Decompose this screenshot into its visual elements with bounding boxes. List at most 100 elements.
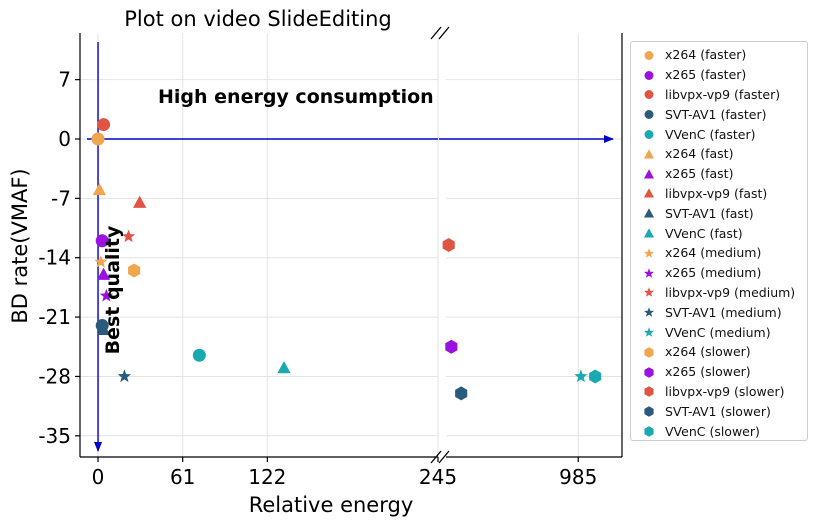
legend-label: VVenC (medium) [665,324,771,340]
legend-label: SVT-AV1 (medium) [665,304,782,320]
legend-item: VVenC (slower) [631,421,807,441]
legend-marker-star-icon [643,327,655,337]
legend-item: x265 (faster) [631,65,807,85]
legend-marker-star-icon [643,287,655,298]
legend-marker-triangle-icon [643,149,655,159]
legend-label: SVT-AV1 (faster) [665,106,767,122]
legend-marker [644,50,654,60]
point-vvenc-fast [277,360,291,374]
legend-item: SVT-AV1 (faster) [631,104,807,124]
legend-marker [643,287,655,298]
x-tick-label: 0 [92,465,105,489]
legend-marker-triangle-icon [643,188,655,198]
annotation-best-quality: Best quality [102,225,124,354]
legend-marker [643,248,655,258]
y-tick-label: -14 [38,246,71,270]
legend-item: x264 (medium) [631,243,807,263]
legend-marker-star-icon [643,307,655,318]
legend-marker-triangle-icon [643,168,655,179]
axis-break-mark [438,26,450,40]
point-libvpx-vp9-fast [133,195,147,208]
axis-break-mark [430,26,442,40]
legend-marker-hexagon-icon [644,366,654,378]
legend-label: libvpx-vp9 (fast) [665,185,768,201]
point-vvenc-medium [574,369,588,383]
legend-label: x264 (fast) [665,146,734,162]
legend-item: libvpx-vp9 (faster) [631,85,807,105]
legend-marker-triangle-icon [643,208,655,218]
y-tick-label: 0 [58,127,71,151]
legend-label: VVenC (fast) [665,225,743,241]
point-vvenc-faster [192,348,206,362]
legend-marker [644,366,654,378]
legend-marker-hexagon-icon [644,386,654,398]
legend-marker [643,228,655,238]
legend-marker [644,130,654,140]
legend-item: SVT-AV1 (slower) [631,401,807,421]
legend-marker-circle-icon [644,90,654,100]
y-tick-label: 7 [58,68,71,92]
legend-label: libvpx-vp9 (faster) [665,86,781,102]
point-x265-medium [99,288,114,302]
legend-marker [644,90,654,100]
legend-item: VVenC (medium) [631,322,807,342]
legend: x264 (faster) x265 (faster) libvpx-vp9 (fa… [630,41,808,441]
legend-marker-circle-icon [644,70,654,80]
legend-marker [644,110,654,120]
legend-item: x265 (slower) [631,362,807,382]
axis-ticks: 7 0 -7 -14 -21 -28 -35 0 61 122 245 985 [38,68,597,489]
legend-item: x265 (fast) [631,164,807,184]
legend-item: VVenC (faster) [631,124,807,144]
legend-label: SVT-AV1 (fast) [665,205,754,221]
legend-item: VVenC (fast) [631,223,807,243]
legend-item: SVT-AV1 (fast) [631,203,807,223]
axis-break-mark [430,450,442,464]
legend-label: x265 (medium) [665,265,762,281]
y-tick-label: -7 [51,186,71,210]
legend-marker-star-icon [643,248,655,258]
y-axis-label: BD rate(VMAF) [8,168,32,323]
legend-label: x265 (slower) [665,364,751,380]
legend-marker-star-icon [643,267,655,278]
point-libvpx-vp9-slower [442,238,455,252]
axis-spines [79,33,623,458]
legend-marker [644,406,654,418]
legend-label: VVenC (faster) [665,126,756,142]
plot-area-left [80,33,438,457]
legend-marker [644,347,654,358]
legend-item: x265 (medium) [631,263,807,283]
point-libvpx-vp9-faster [97,118,111,132]
legend-marker [643,208,655,218]
legend-label: x265 (fast) [665,166,734,182]
legend-item: SVT-AV1 (medium) [631,302,807,322]
legend-marker [643,327,655,337]
legend-marker [644,386,654,398]
axis-break-mark [438,450,450,464]
legend-marker-circle-icon [644,130,654,140]
legend-marker [643,307,655,318]
legend-label: SVT-AV1 (slower) [665,403,771,419]
legend-item: x264 (faster) [631,45,807,65]
point-x264-fast [92,182,107,196]
legend-label: x264 (faster) [665,47,747,63]
legend-marker-triangle-icon [643,228,655,238]
point-x264-slower [128,263,141,278]
axis-break-marks [430,26,450,464]
point-x264-faster [91,132,105,146]
point-x265-slower [445,339,458,354]
legend-item: x264 (slower) [631,342,807,362]
legend-marker-circle-icon [644,110,654,120]
legend-marker-circle-icon [644,50,654,60]
legend-marker [644,426,654,437]
x-tick-label: 122 [248,465,286,489]
legend-marker-hexagon-icon [644,406,654,418]
annotation-high-energy: High energy consumption [158,86,434,108]
point-x265-fast [96,267,111,280]
x-axis-label: Relative energy [249,493,414,517]
point-vvenc-slower [589,369,602,384]
legend-label: libvpx-vp9 (medium) [665,284,796,300]
legend-item: libvpx-vp9 (fast) [631,184,807,204]
legend-label: libvpx-vp9 (slower) [665,383,785,399]
legend-label: VVenC (slower) [665,423,760,439]
